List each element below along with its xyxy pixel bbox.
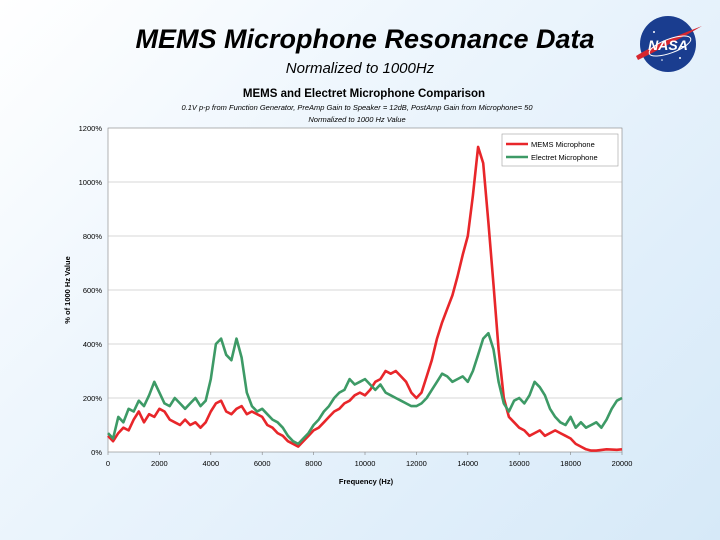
nasa-logo-star: [679, 57, 681, 59]
nasa-logo-star: [661, 59, 663, 61]
series-line-mems: [107, 145, 623, 452]
x-tick-label: 18000: [560, 459, 581, 468]
chart-subtitle-line-1: 0.1V p-p from Function Generator, PreAmp…: [181, 103, 533, 112]
x-tick-label: 2000: [151, 459, 168, 468]
y-tick-label: 0%: [91, 448, 102, 457]
x-tick-label: 14000: [457, 459, 478, 468]
x-tick-label: 4000: [202, 459, 219, 468]
y-tick-label: 600%: [83, 286, 103, 295]
y-tick-label: 400%: [83, 340, 103, 349]
chart-legend: MEMS Microphone Electret Microphone: [501, 133, 619, 167]
x-tick-label: 10000: [355, 459, 376, 468]
chart-gridlines: [108, 181, 622, 399]
y-tick-labels: 0% 200% 400% 600% 800% 1000% 1200%: [79, 124, 103, 457]
x-tick-label: 16000: [509, 459, 530, 468]
x-tick-label: 6000: [254, 459, 271, 468]
x-axis-title: Frequency (Hz): [339, 477, 394, 486]
nasa-logo-swoosh: [636, 26, 702, 60]
series-line-electret: [107, 331, 623, 446]
chart-subtitle-line-2: Normalized to 1000 Hz Value: [308, 115, 405, 124]
nasa-logo-orbit: [648, 35, 692, 57]
legend-label-electret: Electret Microphone: [531, 153, 598, 162]
chart-title: MEMS and Electret Microphone Comparison: [243, 88, 485, 100]
y-tick-label: 1000%: [79, 178, 103, 187]
x-tick-labels: 0 2000 4000 6000 8000 10000 12000 14000 16000 180…: [106, 452, 633, 468]
x-tick-label: 20000: [612, 459, 633, 468]
slide-subtitle: Normalized to 1000Hz: [285, 60, 435, 77]
y-tick-label: 200%: [83, 394, 103, 403]
slide-title: MEMS Microphone Resonance Data: [135, 24, 595, 54]
y-tick-label: 1200%: [79, 124, 103, 133]
nasa-logo: NASA: [636, 16, 702, 72]
x-tick-label: 12000: [406, 459, 427, 468]
legend-label-mems: MEMS Microphone: [531, 140, 595, 149]
y-axis-title: % of 1000 Hz Value: [63, 256, 72, 324]
nasa-logo-text: NASA: [648, 37, 688, 53]
x-tick-label: 0: [106, 459, 110, 468]
chart-series: [107, 145, 623, 452]
x-tick-label: 8000: [305, 459, 322, 468]
y-tick-label: 800%: [83, 232, 103, 241]
nasa-logo-star: [653, 31, 655, 33]
legend-box: [501, 133, 619, 167]
